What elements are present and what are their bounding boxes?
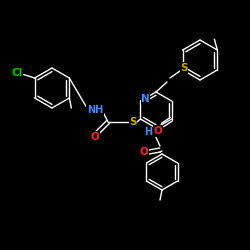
Text: O: O bbox=[153, 126, 162, 136]
Text: O: O bbox=[140, 147, 148, 157]
Text: S: S bbox=[129, 117, 137, 127]
Text: S: S bbox=[180, 63, 188, 73]
Text: Cl: Cl bbox=[11, 68, 22, 78]
Text: N: N bbox=[141, 94, 150, 104]
Text: NH: NH bbox=[87, 105, 103, 115]
Text: HN: HN bbox=[144, 127, 160, 137]
Text: O: O bbox=[90, 132, 100, 142]
